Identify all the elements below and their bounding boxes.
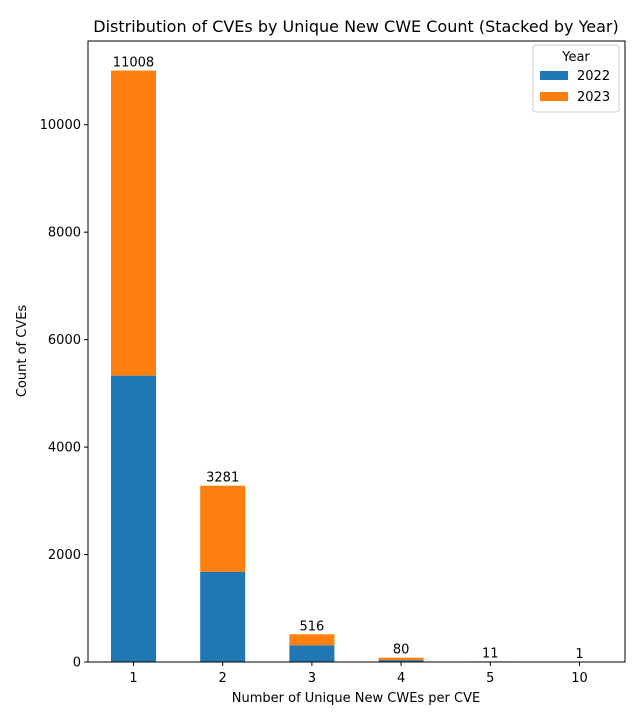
x-tick-label: 5 <box>486 671 494 686</box>
legend-label-2022: 2022 <box>577 69 610 84</box>
bar-2023-cat-2 <box>200 486 245 572</box>
legend-swatch-2022 <box>540 71 568 80</box>
y-tick-label: 4000 <box>48 441 81 456</box>
y-tick-label: 6000 <box>48 333 81 348</box>
bar-total-label: 516 <box>299 619 324 634</box>
y-axis: 0 2000 4000 6000 8000 10000 <box>40 118 88 670</box>
bar-total-label: 1 <box>575 647 583 662</box>
bar-2023-cat-3 <box>289 634 334 645</box>
x-tick-label: 2 <box>219 671 227 686</box>
bar-total-label: 80 <box>393 643 410 658</box>
legend-title: Year <box>561 50 590 65</box>
legend-swatch-2023 <box>540 92 568 101</box>
bar-2022-cat-2 <box>200 572 245 662</box>
legend: Year 2022 2023 <box>533 45 619 112</box>
x-tick-label: 10 <box>571 671 588 686</box>
bar-2022-cat-1 <box>111 376 156 662</box>
bar-total-label: 11 <box>482 646 499 661</box>
bar-total-label: 3281 <box>206 471 239 486</box>
x-tick-label: 4 <box>397 671 405 686</box>
bar-total-label: 11008 <box>113 56 154 71</box>
bar-2023-cat-4 <box>379 658 424 660</box>
x-tick-label: 3 <box>308 671 316 686</box>
plot-frame <box>88 41 625 662</box>
x-axis: 1 2 3 4 5 10 <box>129 662 587 686</box>
y-tick-label: 10000 <box>40 118 81 133</box>
x-axis-label: Number of Unique New CWEs per CVE <box>232 691 480 706</box>
y-tick-label: 8000 <box>48 226 81 241</box>
bar-2022-cat-3 <box>289 645 334 662</box>
x-tick-label: 1 <box>129 671 137 686</box>
chart-title: Distribution of CVEs by Unique New CWE C… <box>93 17 618 36</box>
y-axis-label: Count of CVEs <box>15 305 30 398</box>
y-tick-label: 2000 <box>48 548 81 563</box>
legend-label-2023: 2023 <box>577 90 610 105</box>
bar-2023-cat-1 <box>111 71 156 376</box>
y-tick-label: 0 <box>73 656 81 671</box>
